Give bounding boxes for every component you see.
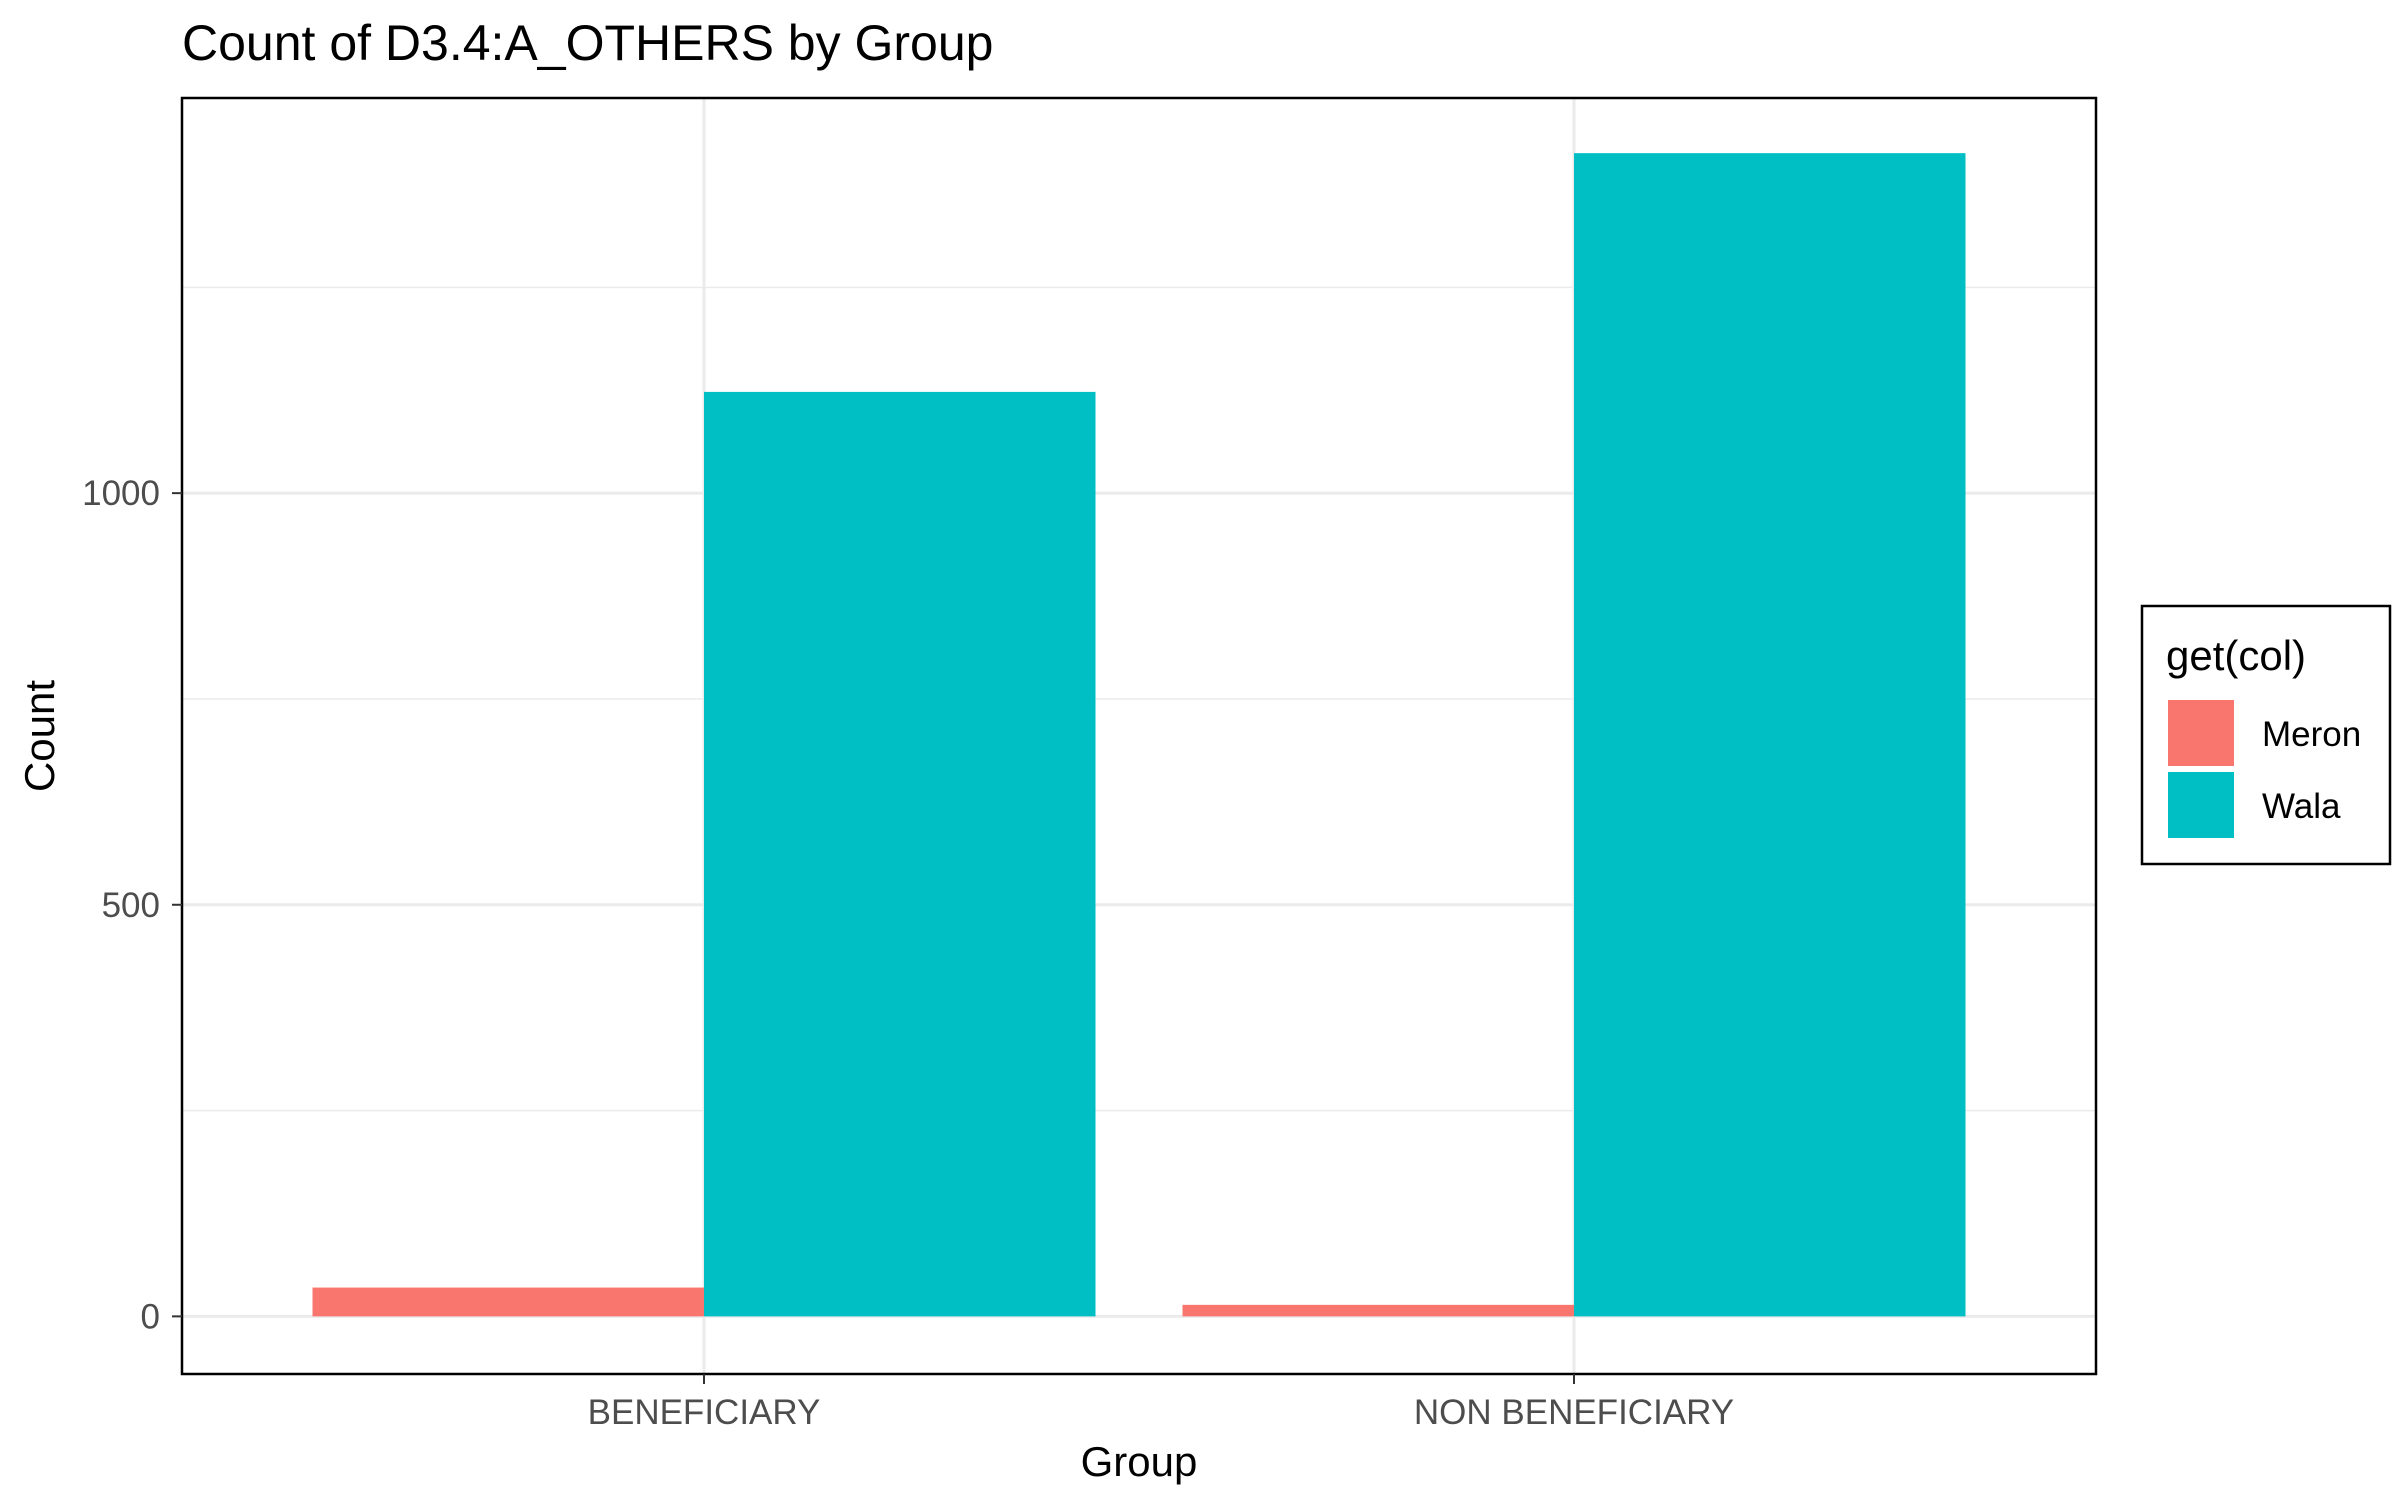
x-tick-label: BENEFICIARY [588,1393,821,1432]
bar-wala-non-beneficiary [1574,153,1966,1317]
x-tick-label: NON BENEFICIARY [1414,1393,1734,1432]
legend: get(col) Meron Wala [2140,604,2392,866]
bar-meron-beneficiary [312,1287,704,1317]
legend-label-wala: Wala [2262,787,2341,826]
y-axis: 0 500 1000 [82,474,182,1336]
bar-meron-non-beneficiary [1182,1304,1574,1317]
y-tick-label: 500 [102,886,160,925]
legend-swatch-wala [2168,772,2234,838]
y-tick-label: 0 [141,1297,160,1336]
bars [312,153,1966,1317]
x-axis: BENEFICIARY NON BENEFICIARY [588,1374,1734,1432]
plot-area [180,96,2098,1376]
y-axis-title: Count [16,680,63,792]
chart-title: Count of D3.4:A_OTHERS by Group [182,15,993,71]
plot-border [180,96,2098,1376]
legend-items: Meron Wala [2168,700,2361,838]
bar-wala-beneficiary [704,391,1096,1317]
x-axis-title: Group [1081,1438,1198,1485]
legend-label-meron: Meron [2262,715,2361,754]
y-tick-label: 1000 [82,474,160,513]
legend-swatch-meron [2168,700,2234,766]
legend-title: get(col) [2166,632,2306,679]
